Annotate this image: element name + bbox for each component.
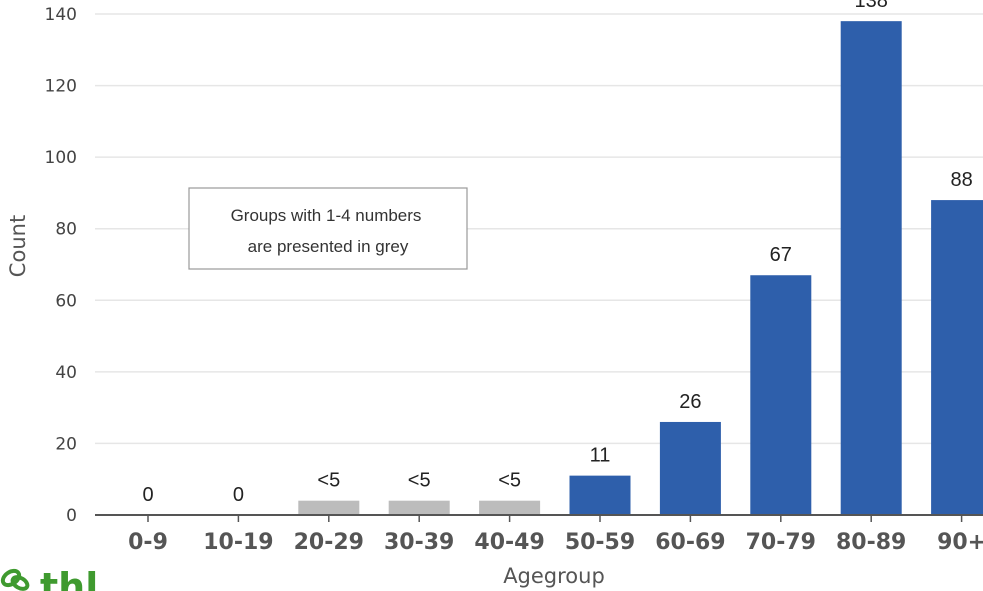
bars (298, 21, 983, 516)
bar-20-29 (298, 500, 360, 515)
y-tick-label: 100 (45, 148, 77, 168)
bar-50-59 (569, 475, 631, 515)
x-tick-label: 30-39 (384, 530, 454, 555)
x-tick-label: 50-59 (565, 530, 635, 555)
bar-60-69 (659, 421, 721, 515)
x-tick-label: 20-29 (294, 530, 364, 555)
annotation-box: Groups with 1-4 numbers are presented in… (188, 187, 468, 270)
x-tick-label: 10-19 (203, 530, 273, 555)
value-label: 88 (950, 169, 972, 191)
x-tick-label: 80-89 (836, 530, 906, 555)
y-tick-label: 60 (55, 291, 77, 311)
thl-logo: thl (0, 565, 98, 591)
y-axis-label: Count (6, 215, 30, 277)
bar-30-39 (388, 500, 450, 515)
y-tick-label: 40 (55, 363, 77, 383)
value-label: 26 (679, 391, 701, 413)
annotation-line-2: are presented in grey (248, 237, 409, 256)
y-tick-label: 20 (55, 434, 77, 454)
y-tick-label: 80 (55, 220, 77, 240)
value-label: 0 (142, 484, 153, 506)
bar-40-49 (479, 500, 541, 515)
y-tick-label: 140 (45, 5, 77, 25)
leaf-icon (0, 568, 30, 591)
value-label: <5 (317, 470, 340, 492)
x-tick-label: 0-9 (128, 530, 168, 555)
y-tick-label: 0 (66, 506, 77, 526)
value-label: <5 (408, 470, 431, 492)
value-label: 11 (590, 445, 611, 467)
x-tick-label: 60-69 (655, 530, 725, 555)
x-axis-label: Agegroup (503, 564, 605, 588)
logo-text: thl (40, 565, 98, 591)
y-tick-label: 120 (45, 77, 77, 97)
value-label: 67 (770, 244, 792, 266)
bar-90+ (931, 200, 983, 516)
x-tick-label: 70-79 (746, 530, 816, 555)
value-label: <5 (498, 470, 521, 492)
x-tick-label: 40-49 (474, 530, 544, 555)
x-axis: 0-9 10-19 20-29 30-39 40-49 50-59 60-69 70-79 80… (95, 514, 983, 555)
x-tick-label: 90+ (937, 530, 983, 555)
annotation-line-1: Groups with 1-4 numbers (231, 206, 422, 225)
bar-80-89 (840, 21, 902, 516)
value-label: 138 (855, 0, 888, 12)
value-label: 0 (233, 484, 244, 506)
bar-70-79 (750, 275, 812, 515)
value-labels: 0 0 <5 <5 <5 11 26 67 138 88 (142, 0, 972, 506)
y-axis-ticks: 0 20 40 60 80 100 120 140 (45, 5, 77, 526)
